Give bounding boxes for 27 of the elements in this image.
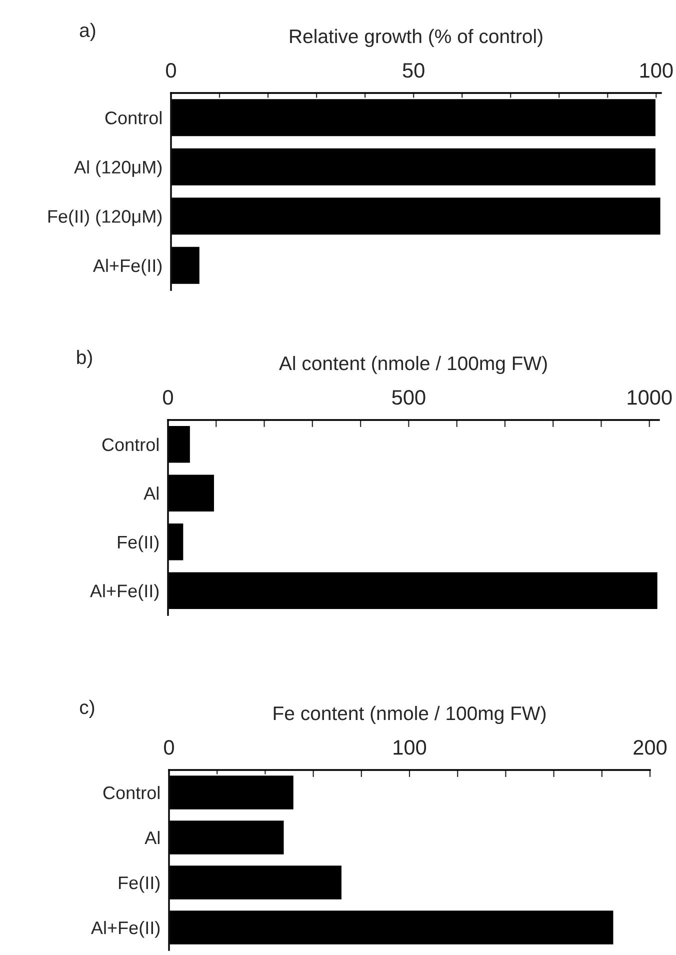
chart-title: c) <box>80 700 94 718</box>
x-tick-label: 200 <box>634 740 667 755</box>
y-tick-label: Al <box>144 830 160 844</box>
y-tick-label: Control <box>102 438 158 452</box>
x-axis-title: Relative growth (% of control) <box>290 28 542 48</box>
y-tick-label: Al (120μM) <box>74 160 162 178</box>
x-tick-label: 0 <box>166 63 176 78</box>
y-tick-label: Control <box>103 786 160 800</box>
x-tick-label: 0 <box>163 390 173 405</box>
y-tick-label: Al+Fe(II) <box>90 584 159 601</box>
y-tick-label: Al+Fe(II) <box>90 920 160 938</box>
y-tick-label: Fe(II) <box>119 876 160 893</box>
y-tick-label: Fe(II) <box>118 535 159 552</box>
x-tick-label: 100 <box>640 63 673 78</box>
x-tick-label: 0 <box>164 740 174 755</box>
x-tick-label: 500 <box>392 390 426 405</box>
x-axis-title: Al content (nmole / 100mg FW) <box>279 356 547 374</box>
chart-title: b) <box>77 350 92 368</box>
y-tick-label: Control <box>105 111 162 124</box>
x-tick-label: 100 <box>394 740 426 755</box>
chart-title: a) <box>80 22 96 41</box>
y-tick-label: Al <box>144 486 158 500</box>
x-axis-title: Fe content (nmole / 100mg FW) <box>274 706 546 724</box>
y-tick-label: Fe(II) (120μM) <box>48 210 162 226</box>
x-tick-label: 1000 <box>628 390 672 405</box>
x-tick-label: 50 <box>402 63 424 78</box>
y-tick-label: Al+Fe(II) <box>92 258 162 276</box>
